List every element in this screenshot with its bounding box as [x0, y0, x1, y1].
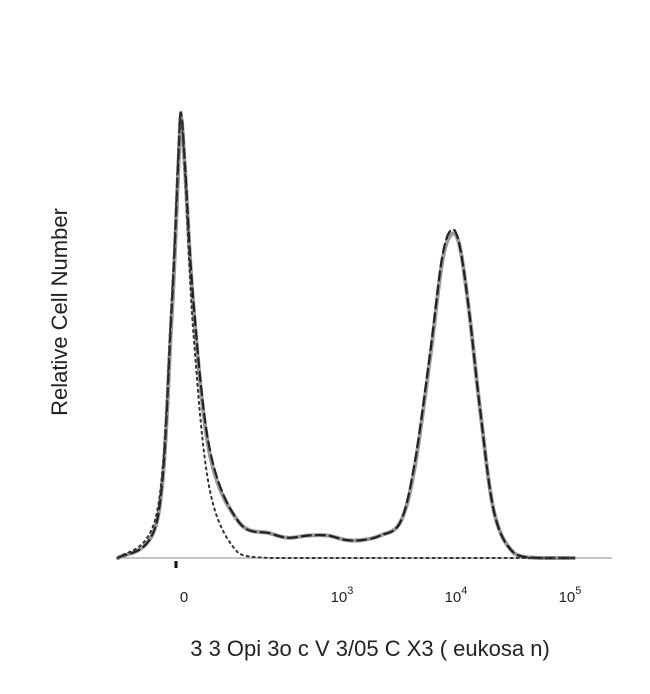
- x-axis-label: 3 3 Opi 3o c V 3/05 C X3 ( eukosa n): [190, 636, 550, 661]
- x-tick-label-2: 104: [445, 585, 468, 606]
- y-axis-label: Relative Cell Number: [47, 208, 72, 416]
- x-tick-label-1: 103: [331, 585, 354, 606]
- series-line-1: [116, 111, 576, 560]
- series-line-2: [117, 113, 575, 560]
- x-tick-label-0: 0: [180, 589, 188, 606]
- x-tick-label-3: 105: [559, 585, 582, 606]
